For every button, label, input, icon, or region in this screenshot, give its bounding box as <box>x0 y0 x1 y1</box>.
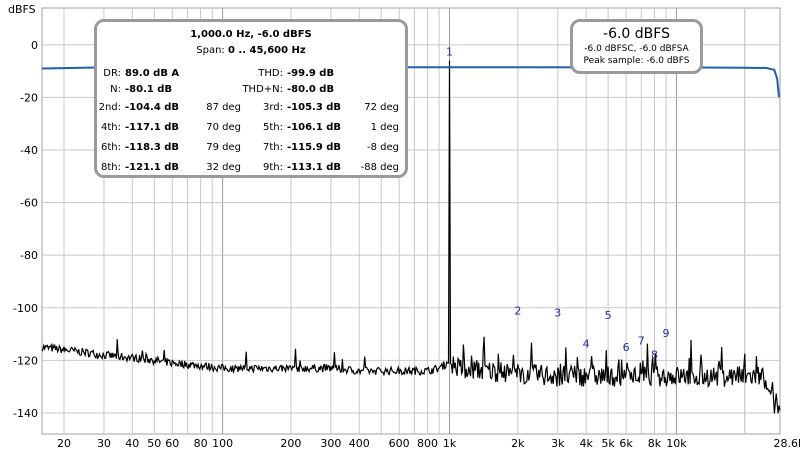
x-tick-label: 1k <box>443 437 457 450</box>
y-tick-label: -60 <box>20 197 38 210</box>
x-tick-label: 8k <box>648 437 662 450</box>
harmonic-phase: 87 deg <box>206 102 241 113</box>
harmonic-marker: 5 <box>605 309 612 322</box>
harmonic-markers: 1 2 3 4 5 6 789 <box>446 46 670 362</box>
harmonic-marker: 8 <box>651 348 658 361</box>
harmonic-marker: 4 <box>583 338 590 351</box>
harmonic-marker: 2 <box>514 304 521 317</box>
harmonic-phase: 79 deg <box>206 142 241 153</box>
x-tick-label: 800 <box>417 437 438 450</box>
harmonic-level: -113.1 dB <box>287 162 342 173</box>
harmonic-label: 8th: <box>101 162 121 173</box>
x-tick-label: 400 <box>349 437 370 450</box>
x-tick-label: 4k <box>579 437 593 450</box>
peak-panel: -6.0 dBFS -6.0 dBFSC, -6.0 dBFSA Peak sa… <box>570 19 703 74</box>
n-value: -80.1 dB <box>125 84 173 95</box>
peak-weighted: -6.0 dBFSC, -6.0 dBFSA <box>584 44 689 54</box>
thdn-value: -80.0 dB <box>287 84 335 95</box>
info-row-n: N: -80.1 dB THD+N: -80.0 dB <box>97 84 405 98</box>
y-tick-label: -140 <box>13 407 38 420</box>
harmonic-level: -118.3 dB <box>125 142 180 153</box>
harmonic-label: 5th: <box>263 122 283 133</box>
dr-label: DR: <box>103 68 121 79</box>
harmonic-row: 2nd: -104.4 dB 87 deg 3rd: -105.3 dB 72 … <box>97 102 405 116</box>
x-tick-label: 5k <box>601 437 615 450</box>
harmonic-label: 4th: <box>101 122 121 133</box>
harmonic-label: 7th: <box>263 142 283 153</box>
y-axis-label: dBFS <box>8 3 36 16</box>
x-tick-label: 200 <box>280 437 301 450</box>
y-tick-label: 0 <box>31 39 38 52</box>
harmonic-marker: 1 <box>446 46 453 59</box>
peak-sample: Peak sample: -6.0 dBFS <box>583 56 690 66</box>
thd-label: THD: <box>258 68 283 79</box>
x-tick-label: 600 <box>389 437 410 450</box>
info-span: Span: 0 .. 45,600 Hz <box>97 45 405 56</box>
x-tick-label: 60 <box>165 437 179 450</box>
y-tick-label: -80 <box>20 249 38 262</box>
harmonic-level: -104.4 dB <box>125 102 180 113</box>
n-label: N: <box>110 84 121 95</box>
x-tick-label: 2k <box>511 437 525 450</box>
harmonic-label: 6th: <box>101 142 121 153</box>
harmonic-marker: 3 <box>554 307 561 320</box>
span-label: Span: <box>196 45 225 56</box>
harmonic-row: 4th: -117.1 dB 70 deg 5th: -106.1 dB 1 d… <box>97 122 405 136</box>
thd-value: -99.9 dB <box>287 68 335 79</box>
harmonic-marker: 7 <box>638 335 645 348</box>
info-row-dr: DR: 89.0 dB A THD: -99.9 dB <box>97 68 405 82</box>
x-tick-label: 50 <box>147 437 161 450</box>
x-tick-label: 20 <box>57 437 71 450</box>
harmonic-row: 6th: -118.3 dB 79 deg 7th: -115.9 dB -8 … <box>97 142 405 156</box>
x-tick-label: 28.6kHz <box>774 437 800 450</box>
info-header: 1,000.0 Hz, -6.0 dBFS <box>190 29 312 40</box>
harmonic-phase: 32 deg <box>206 162 241 173</box>
info-panel: 1,000.0 Hz, -6.0 dBFS Span: 0 .. 45,600 … <box>94 19 408 178</box>
spectrum-line <box>41 60 781 414</box>
x-tick-label: 80 <box>194 437 208 450</box>
peak-level: -6.0 dBFS <box>603 26 670 42</box>
harmonic-row: 8th: -121.1 dB 32 deg 9th: -113.1 dB -88… <box>97 162 405 176</box>
dr-value: 89.0 dB A <box>125 68 180 79</box>
harmonic-marker: 6 <box>623 341 630 354</box>
harmonic-phase: -88 deg <box>360 162 399 173</box>
harmonic-marker: 9 <box>663 327 670 340</box>
harmonic-phase: 1 deg <box>370 122 399 133</box>
span-value: 0 .. 45,600 Hz <box>227 45 306 56</box>
y-tick-label: -20 <box>20 91 38 104</box>
x-tick-label: 3k <box>551 437 565 450</box>
harmonic-phase: 70 deg <box>206 122 241 133</box>
harmonic-level: -117.1 dB <box>125 122 180 133</box>
harmonic-level: -105.3 dB <box>287 102 342 113</box>
harmonic-level: -106.1 dB <box>287 122 342 133</box>
harmonic-phase: -8 deg <box>367 142 399 153</box>
x-tick-label: 300 <box>320 437 341 450</box>
x-tick-label: 6k <box>619 437 633 450</box>
axes: 0 -20 -40 -60 -80 -100 -120 -140 dBFS 20 30 40 50 60 8… <box>8 3 800 450</box>
harmonic-label: 2nd: <box>98 102 121 113</box>
x-tick-label: 30 <box>97 437 111 450</box>
x-tick-label: 40 <box>125 437 139 450</box>
x-tick-label: 10k <box>666 437 687 450</box>
thdn-label: THD+N: <box>242 84 283 95</box>
y-tick-label: -40 <box>20 144 38 157</box>
harmonic-level: -121.1 dB <box>125 162 180 173</box>
x-tick-label: 100 <box>212 437 233 450</box>
harmonic-label: 3rd: <box>262 102 283 113</box>
y-tick-label: -100 <box>13 302 38 315</box>
harmonic-phase: 72 deg <box>364 102 399 113</box>
plot-frame <box>41 7 781 435</box>
y-tick-label: -120 <box>13 354 38 367</box>
harmonic-level: -115.9 dB <box>287 142 342 153</box>
harmonic-label: 9th: <box>263 162 283 173</box>
